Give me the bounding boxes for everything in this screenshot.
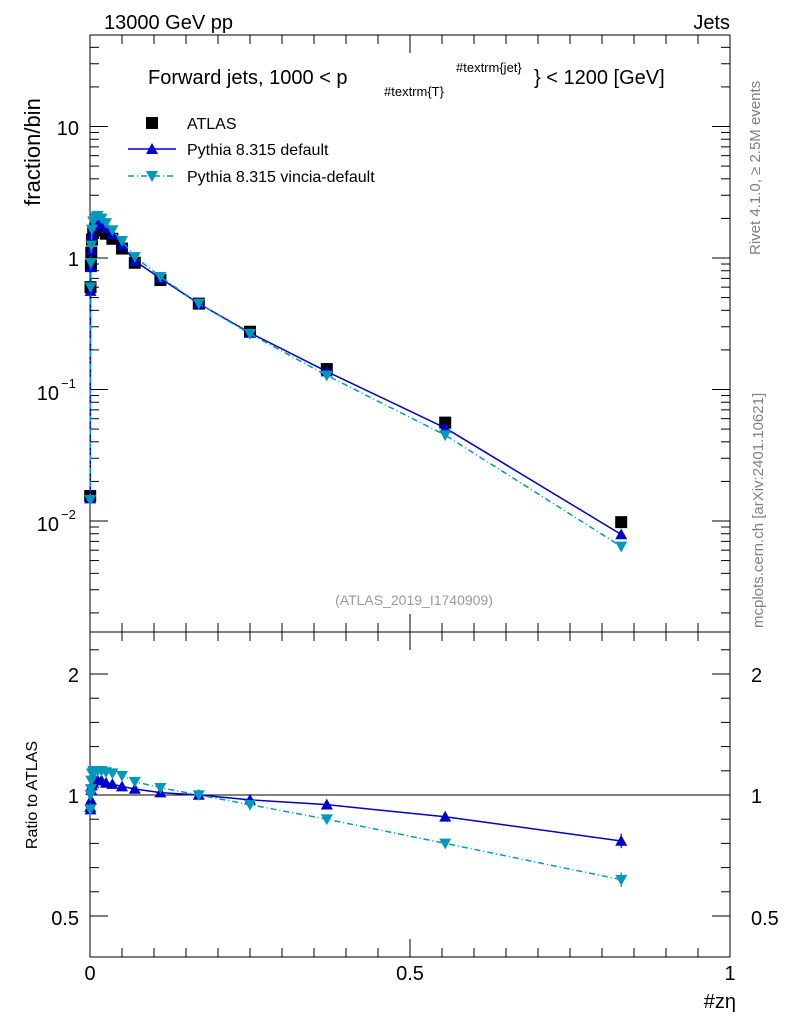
xlabel: #zη (704, 991, 736, 1013)
xtick-0.5: 0.5 (396, 963, 424, 985)
ytick-label-0.01: 10 (37, 514, 59, 536)
ytick-label-0.1: 10 (37, 383, 59, 405)
legend-default-label: Pythia 8.315 default (187, 142, 329, 159)
ratio-default-point (615, 834, 628, 846)
ytick-exp-0.01: −2 (61, 507, 76, 522)
ratio-vincia-point (244, 799, 256, 811)
ratio-default-point (116, 780, 128, 792)
ratio-vincia-point (320, 814, 333, 826)
title-text: Forward jets, 1000 < p (148, 67, 348, 89)
ratio-ytick-1: 1 (68, 786, 79, 808)
legend-atlas-marker (146, 117, 158, 129)
vincia-point (192, 298, 205, 310)
vincia-point (439, 430, 452, 442)
title-tail: } < 1200 [GeV] (534, 67, 665, 89)
vincia-point (84, 257, 97, 269)
vincia-point (244, 329, 256, 340)
legend-atlas-label: ATLAS (187, 116, 237, 133)
ratio-default-point (320, 798, 333, 810)
ratio-ylabel: Ratio to ATLAS (24, 741, 41, 849)
ratio-ytick-2: 2 (68, 665, 79, 687)
vincia-point (84, 494, 97, 506)
vincia-point (116, 236, 128, 247)
ratio-default-point (106, 778, 119, 789)
ratio-vincia-point (439, 838, 452, 850)
main-axis-ticks (89, 35, 731, 632)
series-line-vincia (89, 214, 622, 548)
ratio-axis-ticks (89, 632, 731, 957)
analysis-watermark: (ATLAS_2019_I1740909) (335, 592, 493, 608)
ratio-default-point (128, 782, 141, 794)
vincia-point (84, 282, 97, 294)
ytick-label-1: 1 (68, 249, 79, 271)
vincia-point (85, 240, 98, 252)
ratio-vincia-point (128, 776, 141, 788)
legend: ATLAS Pythia 8.315 default Pythia 8.315 … (128, 116, 375, 186)
legend-vincia-label: Pythia 8.315 vincia-default (187, 169, 375, 186)
atlas-point (615, 516, 628, 529)
main-ylabel: fraction/bin (20, 98, 45, 206)
series-line-default (89, 220, 622, 536)
main-data-layer (84, 210, 628, 553)
xtick-1: 1 (724, 963, 735, 985)
title-superscript: #textrm{jet} (456, 60, 522, 75)
ytick-exp-0.1: −1 (61, 376, 76, 391)
ratio-vincia-point (116, 770, 128, 782)
title-subscript: #textrm{T} (384, 84, 445, 99)
vincia-point (85, 224, 98, 236)
ratio-vincia-point (85, 775, 98, 787)
ratio-default-point (439, 810, 452, 822)
legend-vincia-marker (146, 171, 158, 182)
vincia-point (100, 218, 112, 229)
xtick-0: 0 (84, 963, 95, 985)
ratio-vincia-point (84, 784, 97, 795)
ratio-vincia-point (192, 790, 205, 801)
energy-label: 13000 GeV pp (104, 12, 233, 34)
vincia-point (128, 252, 141, 263)
ratio-vincia-point (615, 874, 628, 886)
ratio-ytick-right-0.5: 0.5 (751, 908, 779, 930)
ratio-data-layer (84, 766, 628, 887)
ratio-ytick-0.5: 0.5 (51, 908, 79, 930)
default-point (615, 528, 628, 540)
vincia-point (320, 370, 333, 382)
vincia-point (615, 541, 628, 553)
ratio-vincia-point (84, 790, 97, 801)
ratio-ytick-right-1: 1 (751, 786, 762, 808)
process-label: Jets (693, 12, 730, 34)
ratio-vincia-point (154, 782, 167, 794)
vincia-point (106, 225, 119, 237)
main-panel-frame (89, 34, 731, 633)
vincia-point (154, 271, 167, 283)
ratio-vincia-point (106, 768, 119, 780)
ytick-label-10: 10 (57, 118, 79, 140)
ratio-line-vincia (89, 770, 622, 881)
rivet-label: Rivet 4.1.0, ≥ 2.5M events (747, 81, 764, 255)
main-title: Forward jets, 1000 < p #textrm{T} #textr… (148, 60, 665, 99)
ratio-ytick-right-2: 2 (751, 665, 762, 687)
default-point (439, 421, 452, 433)
mcplots-label: mcplots.cern.ch [arXiv:2401.10621] (750, 393, 767, 628)
legend-default-marker (146, 143, 158, 154)
ratio-vincia-point (84, 804, 97, 816)
